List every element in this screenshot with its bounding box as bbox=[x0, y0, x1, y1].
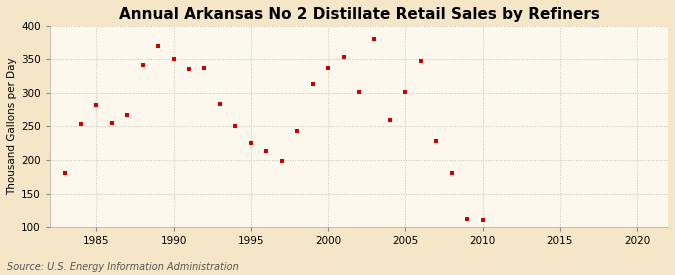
Point bbox=[246, 141, 256, 145]
Y-axis label: Thousand Gallons per Day: Thousand Gallons per Day bbox=[7, 58, 17, 195]
Point bbox=[369, 36, 380, 41]
Point bbox=[60, 170, 71, 175]
Point bbox=[415, 59, 426, 63]
Point bbox=[307, 82, 318, 86]
Point bbox=[168, 57, 179, 62]
Point bbox=[323, 66, 333, 70]
Point bbox=[230, 123, 241, 128]
Point bbox=[477, 218, 488, 222]
Point bbox=[354, 89, 364, 94]
Title: Annual Arkansas No 2 Distillate Retail Sales by Refiners: Annual Arkansas No 2 Distillate Retail S… bbox=[119, 7, 599, 22]
Point bbox=[462, 217, 472, 221]
Point bbox=[106, 121, 117, 125]
Point bbox=[153, 44, 163, 48]
Point bbox=[215, 101, 225, 106]
Point bbox=[385, 117, 396, 122]
Point bbox=[292, 129, 302, 133]
Point bbox=[276, 158, 287, 163]
Point bbox=[261, 149, 271, 153]
Point bbox=[446, 170, 457, 175]
Text: Source: U.S. Energy Information Administration: Source: U.S. Energy Information Administ… bbox=[7, 262, 238, 272]
Point bbox=[400, 90, 410, 95]
Point bbox=[76, 122, 86, 127]
Point bbox=[431, 139, 441, 143]
Point bbox=[91, 103, 102, 107]
Point bbox=[137, 63, 148, 68]
Point bbox=[184, 67, 194, 72]
Point bbox=[122, 113, 132, 117]
Point bbox=[199, 66, 210, 70]
Point bbox=[338, 55, 349, 60]
